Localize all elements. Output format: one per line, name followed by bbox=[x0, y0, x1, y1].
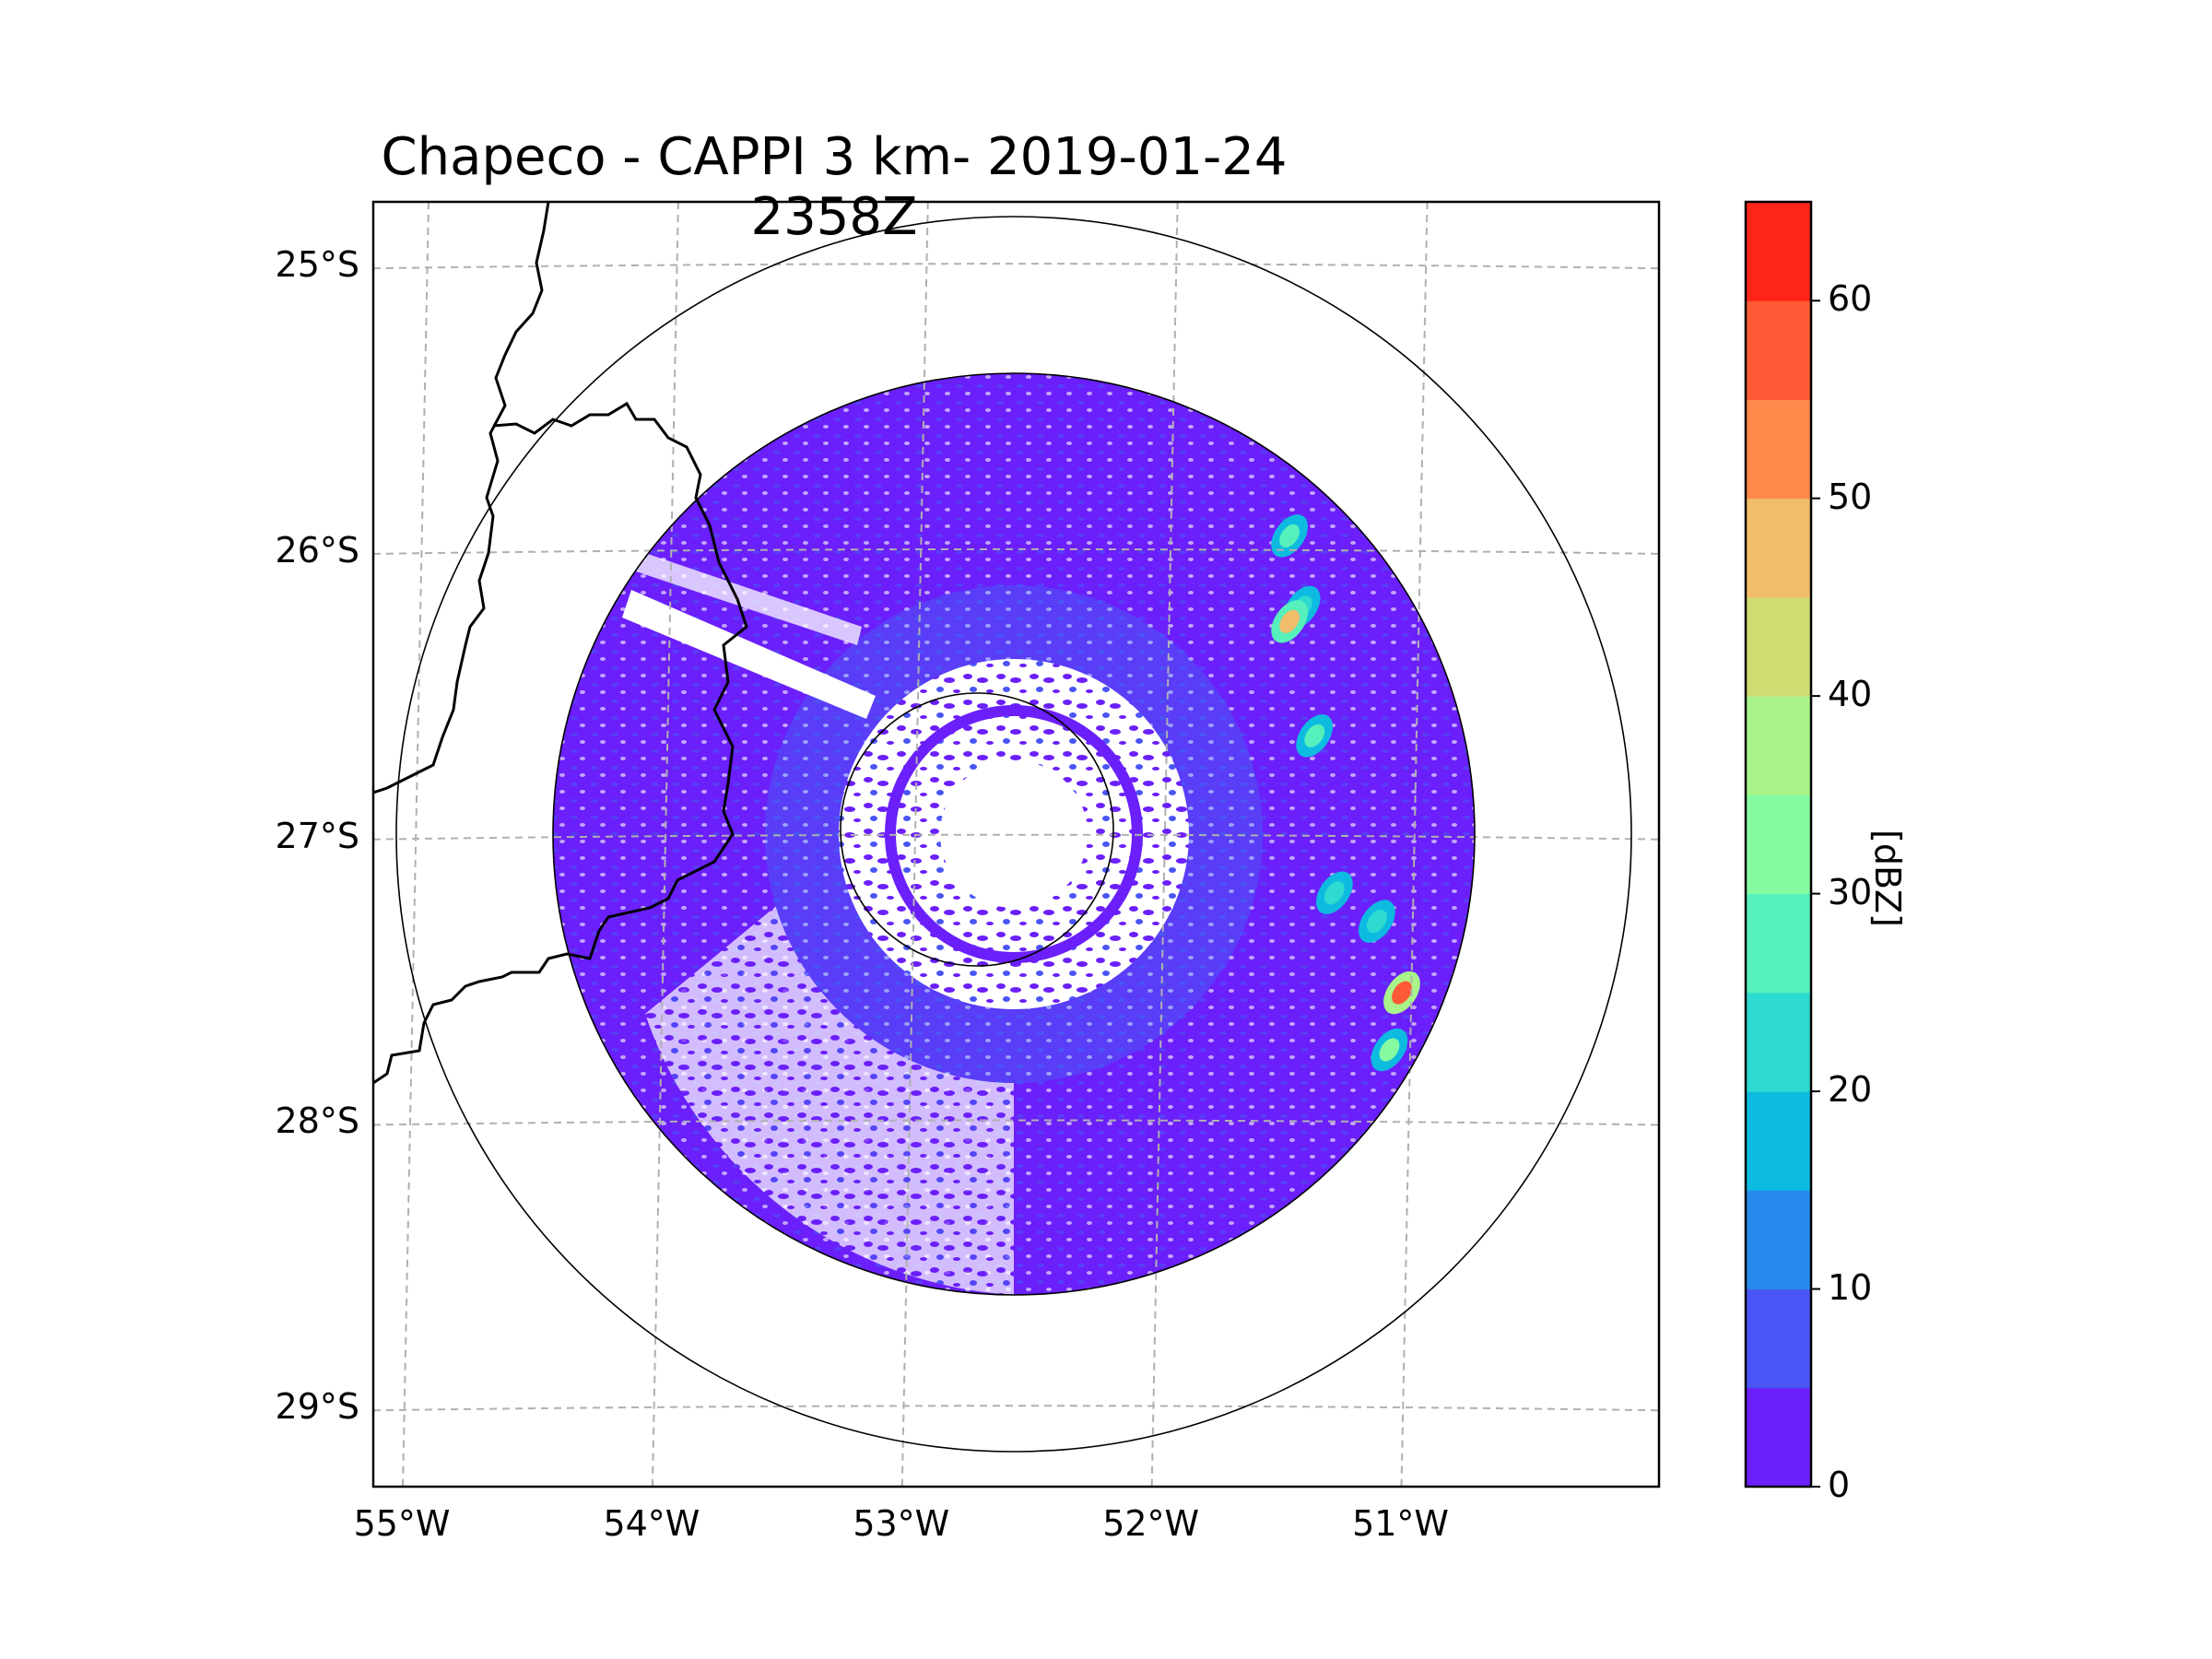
colorbar-segment-3 bbox=[1746, 1091, 1811, 1191]
storm-cell-core-2 bbox=[1304, 724, 1325, 747]
range-ring-inner bbox=[840, 692, 1114, 967]
radar-beam-blockage-2 bbox=[636, 553, 862, 645]
storm-cell-core-0 bbox=[1279, 524, 1300, 548]
lon-tick-label-4: 51°W bbox=[1352, 1503, 1449, 1544]
colorbar-segment-12 bbox=[1746, 202, 1811, 301]
colorbar-tick-label-6: 60 bbox=[1828, 278, 1873, 320]
radar-reflectivity-field bbox=[553, 373, 1475, 1295]
range-ring-middle bbox=[552, 372, 1476, 1296]
range-rings bbox=[395, 216, 1632, 1453]
coastline-borders bbox=[373, 202, 748, 1085]
lon-tick-label-0: 55°W bbox=[353, 1503, 451, 1544]
lat-tick-label-3: 28°S bbox=[275, 1100, 359, 1142]
radar-center-gap bbox=[940, 760, 1088, 908]
colorbar-segment-9 bbox=[1746, 498, 1811, 598]
colorbar-frame bbox=[1744, 200, 1813, 1488]
colorbar-segment-7 bbox=[1746, 696, 1811, 795]
colorbar-segment-4 bbox=[1746, 992, 1811, 1092]
colorbar-segment-2 bbox=[1746, 1190, 1811, 1290]
lon-tick-label-3: 52°W bbox=[1102, 1503, 1200, 1544]
border-argentina-brazil bbox=[373, 202, 550, 794]
lat-tick-label-0: 25°S bbox=[275, 244, 359, 286]
storm-cell-core-7 bbox=[1279, 609, 1300, 633]
plot-title: Chapeco - CAPPI 3 km- 2019-01-24 2358Z bbox=[381, 127, 1288, 247]
lat-gridline-0 bbox=[373, 263, 1659, 270]
colorbar-tick-label-2: 20 bbox=[1828, 1069, 1873, 1111]
map-axes-frame bbox=[371, 200, 1661, 1488]
lat-gridline-4 bbox=[373, 1405, 1659, 1412]
border-parana-santa-catarina bbox=[373, 401, 748, 1085]
colorbar-tick-label-5: 50 bbox=[1828, 476, 1873, 517]
colorbar-segment-0 bbox=[1746, 1387, 1811, 1488]
colorbar-unit-label: [dBZ] bbox=[1867, 830, 1908, 927]
colorbar-tick-label-4: 40 bbox=[1828, 674, 1873, 715]
colorbar-tick-label-3: 30 bbox=[1828, 871, 1873, 912]
colorbar-segment-8 bbox=[1746, 596, 1811, 697]
colorbar bbox=[1746, 202, 1820, 1488]
lon-tick-label-1: 54°W bbox=[603, 1503, 700, 1544]
colorbar-segment-11 bbox=[1746, 300, 1811, 400]
colorbar-tick-label-0: 0 bbox=[1828, 1465, 1851, 1505]
colorbar-segment-10 bbox=[1746, 399, 1811, 500]
lat-tick-label-2: 27°S bbox=[275, 815, 359, 856]
colorbar-segment-6 bbox=[1746, 794, 1811, 895]
colorbar-segment-5 bbox=[1746, 893, 1811, 994]
storm-cell-core-4 bbox=[1392, 981, 1412, 1005]
storm-cell-core-6 bbox=[1367, 910, 1387, 934]
lat-tick-label-4: 29°S bbox=[275, 1386, 359, 1428]
colorbar-segment-1 bbox=[1746, 1288, 1811, 1389]
radar-beam-blockage-1 bbox=[622, 590, 876, 719]
colorbar-tick-label-1: 10 bbox=[1828, 1266, 1873, 1308]
storm-cell-core-3 bbox=[1324, 881, 1345, 905]
lon-gridline-0 bbox=[402, 202, 430, 1487]
lat-tick-label-1: 26°S bbox=[275, 529, 359, 571]
storm-cells bbox=[1271, 514, 1420, 1072]
storm-cell-core-5 bbox=[1379, 1038, 1400, 1062]
range-ring-outer bbox=[395, 216, 1632, 1453]
lon-tick-label-2: 53°W bbox=[853, 1503, 950, 1544]
radar-clutter-southwest bbox=[645, 885, 1014, 1295]
